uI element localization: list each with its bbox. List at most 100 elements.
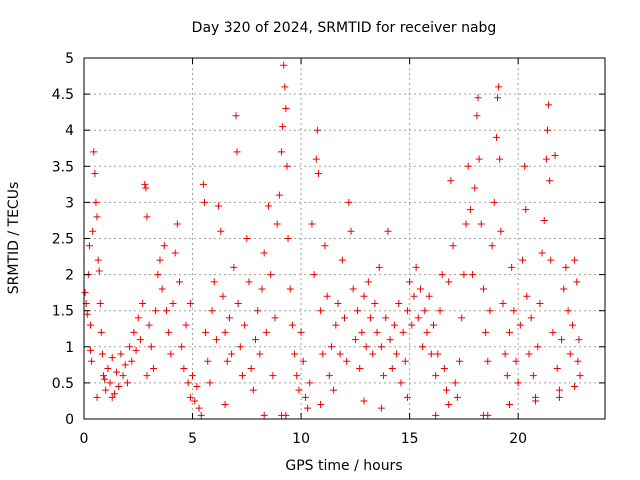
data-point (553, 364, 561, 372)
data-point (512, 357, 520, 365)
data-point (473, 112, 481, 120)
data-point (288, 321, 296, 329)
data-point (180, 364, 188, 372)
data-point (356, 364, 364, 372)
data-point (191, 397, 199, 405)
data-point (284, 235, 292, 242)
data-point (445, 401, 453, 409)
data-point (360, 397, 368, 405)
data-point (484, 357, 492, 365)
data-point (343, 357, 351, 365)
data-point (306, 379, 314, 387)
data-point (147, 343, 155, 351)
data-point (297, 328, 305, 336)
data-point (529, 372, 537, 380)
data-point (575, 336, 583, 344)
data-point (323, 292, 331, 300)
y-tick-label: 3 (65, 195, 74, 211)
data-point (475, 155, 483, 163)
data-point (449, 242, 457, 250)
data-point (505, 328, 513, 336)
data-point (371, 299, 379, 307)
data-point (390, 321, 398, 329)
data-point (432, 372, 440, 380)
data-point (522, 206, 530, 214)
data-point (414, 314, 422, 322)
data-point (232, 112, 240, 120)
data-point (260, 411, 268, 419)
data-point (299, 357, 307, 365)
data-point (186, 393, 194, 401)
data-point (568, 321, 576, 329)
data-point (106, 379, 114, 387)
data-point (189, 372, 197, 380)
data-point (543, 126, 551, 134)
data-point (145, 321, 153, 329)
data-point (295, 386, 303, 394)
data-point (119, 372, 127, 380)
data-point (482, 328, 490, 336)
data-point (139, 299, 147, 307)
data-point (349, 285, 357, 293)
data-point (215, 202, 223, 210)
data-point (317, 401, 325, 409)
data-point (360, 292, 368, 300)
data-point (293, 372, 301, 380)
data-point (325, 372, 333, 380)
data-point (90, 148, 98, 156)
data-point (358, 328, 366, 336)
y-tick-label: 3.5 (52, 159, 74, 175)
data-point (527, 314, 535, 322)
data-point (532, 397, 540, 405)
data-point (100, 372, 108, 380)
data-point (134, 314, 142, 322)
data-point (406, 278, 414, 286)
data-point (462, 220, 470, 228)
y-tick-label: 1 (65, 340, 74, 356)
data-point (419, 343, 427, 351)
x-tick-labels: 0 5 10 15 20 (80, 431, 528, 447)
data-point (490, 198, 498, 206)
data-point (477, 220, 485, 228)
data-point (492, 133, 500, 141)
x-tick-label: 10 (292, 431, 310, 447)
data-point (221, 401, 229, 409)
data-point (142, 184, 150, 192)
data-point (464, 162, 472, 170)
data-point (195, 404, 203, 412)
data-point (143, 372, 151, 380)
data-point (223, 357, 231, 365)
data-point (91, 170, 99, 178)
data-point (165, 328, 173, 336)
x-axis-title: GPS time / hours (285, 458, 402, 474)
data-point (338, 256, 346, 264)
y-tick-label: 2 (65, 268, 74, 284)
data-point (202, 328, 210, 336)
data-point (89, 227, 97, 235)
data-point (564, 307, 572, 315)
data-point (280, 61, 288, 69)
data-point (282, 411, 290, 419)
data-point (258, 285, 266, 293)
data-point (571, 256, 579, 264)
data-point (382, 314, 390, 322)
data-point (236, 343, 244, 351)
data-point (152, 307, 160, 315)
data-point (87, 321, 95, 329)
data-point (514, 379, 522, 387)
data-point (143, 213, 151, 221)
data-point (108, 354, 116, 362)
data-point (254, 307, 262, 315)
data-point (334, 299, 342, 307)
data-point (434, 350, 442, 358)
data-point (453, 393, 461, 401)
y-tick-label: 0.5 (52, 376, 74, 392)
data-point (447, 177, 455, 185)
data-point (200, 198, 208, 206)
data-point (154, 271, 162, 279)
data-point (85, 242, 93, 250)
data-point (336, 350, 344, 358)
data-point (494, 94, 502, 102)
data-point (345, 198, 353, 206)
data-point (499, 299, 507, 307)
